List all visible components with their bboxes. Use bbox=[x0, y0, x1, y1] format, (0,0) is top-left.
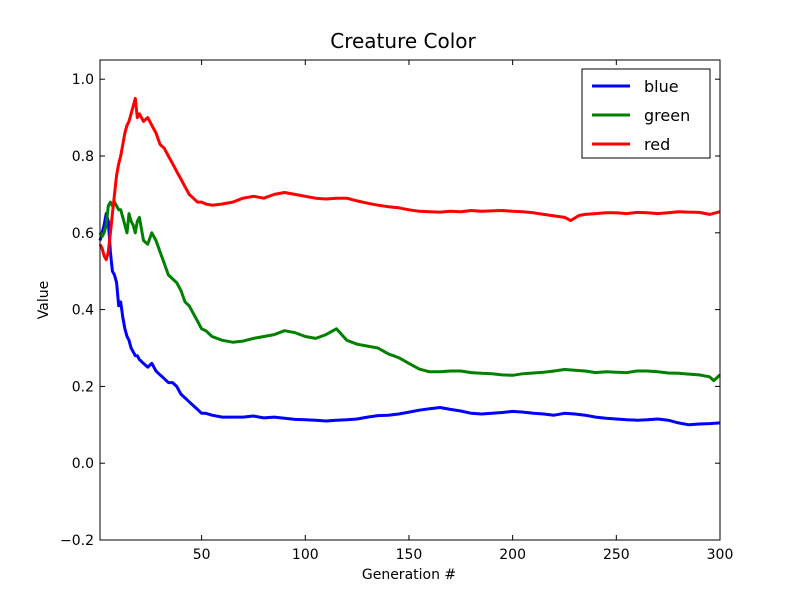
y-axis-label: Value bbox=[36, 281, 52, 319]
x-tick-label: 300 bbox=[707, 547, 734, 563]
y-tick-label: −0.2 bbox=[60, 533, 94, 549]
x-tick-label: 100 bbox=[292, 547, 319, 563]
y-tick-label: 0.2 bbox=[72, 379, 94, 395]
plot-area-frame bbox=[99, 59, 721, 541]
x-tick-label: 200 bbox=[499, 547, 526, 563]
y-tick-label: 0.6 bbox=[72, 226, 94, 242]
chart-legend: blue green red bbox=[581, 68, 711, 159]
x-tick-label: 150 bbox=[396, 547, 423, 563]
series-layer bbox=[98, 96, 722, 427]
y-tick-label: 0.0 bbox=[72, 456, 94, 472]
y-tick-label: 0.4 bbox=[72, 303, 94, 319]
axis-ticks: 50 100 150 200 250 300 −0.2 0.0 0.2 0.4 0.6 0.8 1.0 bbox=[60, 60, 733, 563]
series-line-blue bbox=[98, 212, 721, 427]
x-tick-label: 50 bbox=[193, 547, 211, 563]
y-tick-label: 1.0 bbox=[72, 72, 94, 88]
y-tick-label: 0.8 bbox=[72, 149, 94, 165]
legend-label-red: red bbox=[644, 135, 670, 154]
series-line-red bbox=[98, 96, 721, 262]
legend-label-blue: blue bbox=[644, 77, 679, 96]
series-line-green bbox=[98, 200, 722, 383]
chart-title: Creature Color bbox=[330, 29, 476, 53]
x-tick-label: 250 bbox=[603, 547, 630, 563]
legend-label-green: green bbox=[644, 106, 690, 125]
x-axis-label: Generation # bbox=[362, 567, 456, 583]
